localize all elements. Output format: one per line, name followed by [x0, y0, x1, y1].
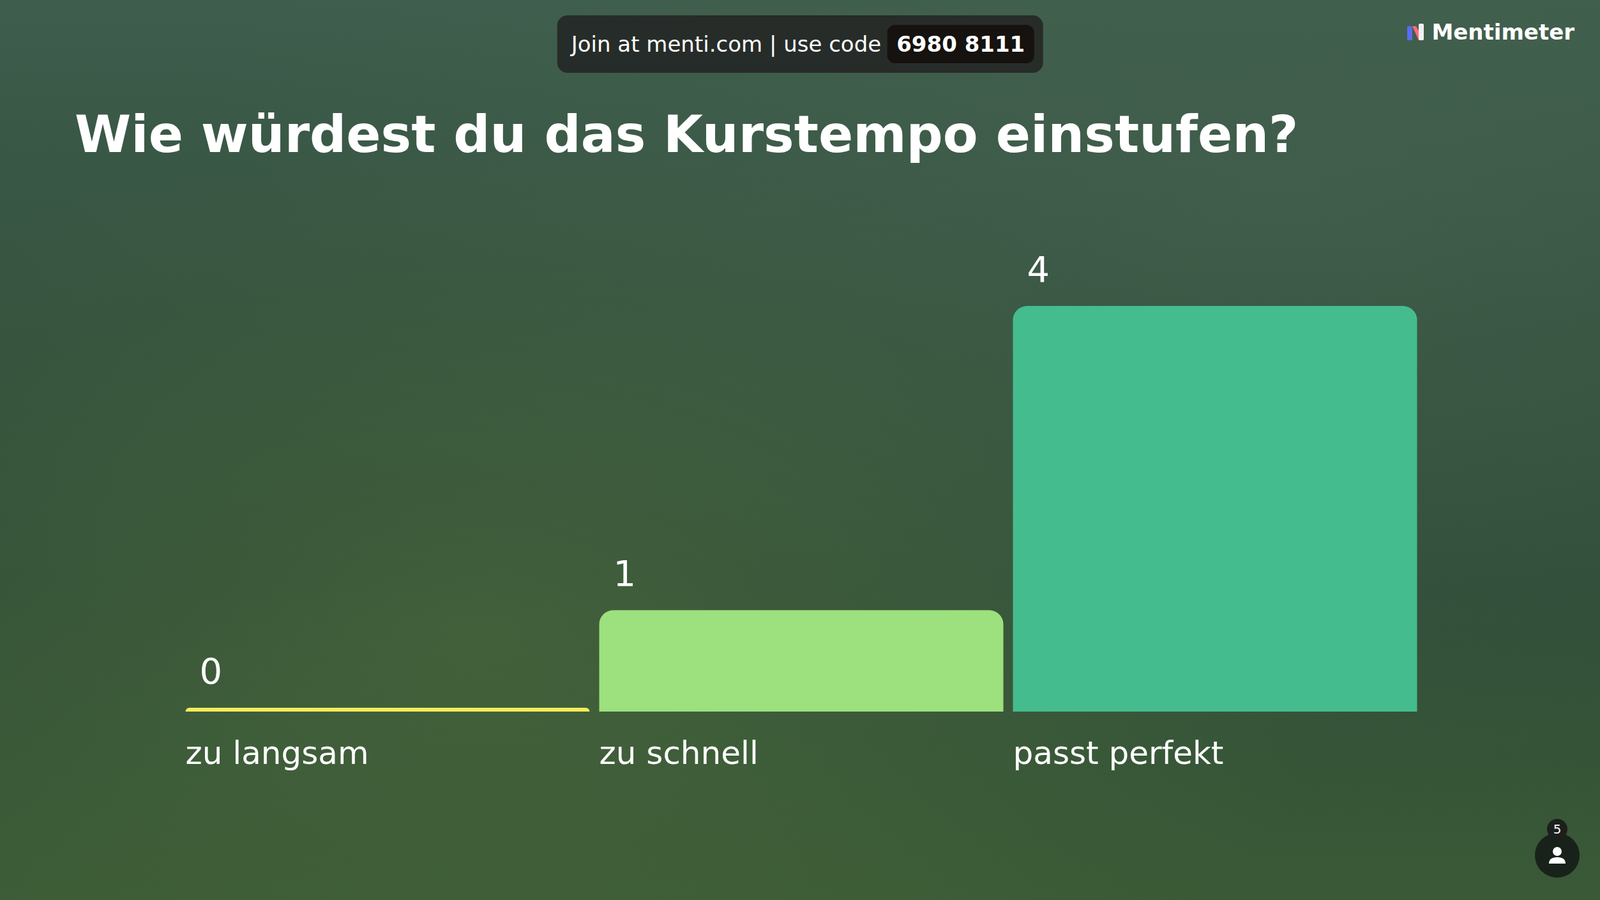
html-text:Mentimeter: Mentimeter: [1431, 19, 1575, 45]
svg-text:Wie würdest du das Kurstempo e: Wie würdest du das Kurstempo einstufen?: [74, 104, 1299, 165]
svg-text:1: 1: [613, 552, 637, 594]
html-text:Join at menti.com | use code: Join at menti.com | use code: [571, 31, 882, 57]
svg-text:passt perfekt: passt perfekt: [1013, 734, 1224, 772]
html-text:5: 5: [1553, 821, 1562, 837]
svg-text:zu langsam: zu langsam: [185, 734, 370, 772]
html-text:6980 8111: 6980 8111: [896, 31, 1025, 57]
svg-text:4: 4: [1027, 248, 1051, 290]
svg-text:zu schnell: zu schnell: [599, 734, 759, 772]
svg-text:0: 0: [199, 649, 223, 692]
